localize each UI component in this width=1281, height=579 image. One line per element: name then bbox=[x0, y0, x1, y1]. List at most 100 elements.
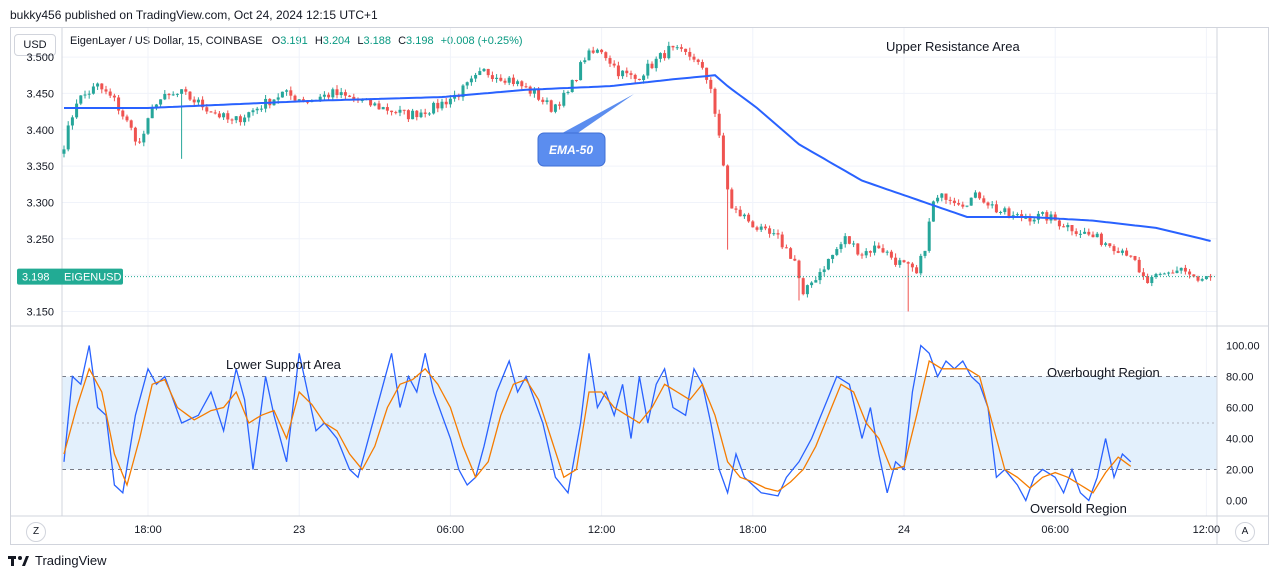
candle bbox=[931, 200, 935, 222]
candle bbox=[1020, 209, 1024, 222]
auto-scale-button[interactable]: A bbox=[1235, 522, 1255, 542]
candle bbox=[688, 47, 692, 61]
overbought-label: Overbought Region bbox=[1047, 365, 1160, 380]
candle-body bbox=[280, 91, 284, 98]
candle bbox=[692, 53, 696, 63]
zoom-button[interactable]: Z bbox=[26, 522, 46, 542]
candle-body bbox=[259, 108, 263, 110]
candle bbox=[180, 89, 184, 159]
currency-button[interactable]: USD bbox=[14, 34, 56, 56]
candle-body bbox=[1041, 212, 1045, 214]
candle-body bbox=[62, 149, 66, 154]
candle bbox=[839, 241, 843, 253]
close-value: 3.198 bbox=[406, 35, 434, 47]
candle-body bbox=[1062, 226, 1066, 228]
candle-body bbox=[142, 133, 146, 143]
candle-body bbox=[881, 248, 885, 253]
price-tick-label: 3.150 bbox=[26, 306, 54, 318]
candle-body bbox=[461, 85, 465, 98]
price-tag-value: 3.198 bbox=[22, 272, 50, 284]
candle bbox=[217, 110, 221, 119]
candle bbox=[196, 97, 200, 105]
time-axis[interactable]: 18:00 23 06:00 12:00 18:00 24 06:00 12:00 bbox=[134, 524, 1220, 536]
candle-body bbox=[104, 89, 108, 92]
candle-body bbox=[1083, 231, 1087, 234]
candle-body bbox=[621, 70, 625, 77]
candle-body bbox=[385, 107, 389, 111]
candle bbox=[406, 109, 410, 122]
candle-body bbox=[986, 202, 990, 206]
candle-body bbox=[1188, 271, 1192, 275]
candle bbox=[1041, 211, 1045, 216]
candle bbox=[906, 261, 910, 312]
candle-body bbox=[1007, 208, 1011, 216]
candle-body bbox=[726, 165, 730, 190]
candle-body bbox=[1099, 233, 1103, 245]
candle-body bbox=[721, 135, 725, 166]
candle-body bbox=[1171, 272, 1175, 274]
candle-body bbox=[1209, 276, 1213, 278]
candle-body bbox=[982, 198, 986, 203]
candle-body bbox=[780, 234, 784, 248]
candle-body bbox=[205, 107, 209, 112]
candle-body bbox=[818, 272, 822, 281]
candle-body bbox=[520, 81, 524, 87]
candle bbox=[915, 264, 919, 274]
candle bbox=[436, 99, 440, 113]
candle bbox=[238, 114, 242, 126]
candle-body bbox=[654, 58, 658, 69]
candle-body bbox=[999, 211, 1003, 213]
candle bbox=[810, 281, 814, 288]
candle-body bbox=[1175, 270, 1179, 274]
candle bbox=[726, 164, 730, 250]
price-tick-label: 3.250 bbox=[26, 234, 54, 246]
candle-body bbox=[175, 93, 179, 95]
candle-body bbox=[75, 103, 79, 118]
candle bbox=[994, 200, 998, 214]
candle-body bbox=[495, 77, 499, 80]
candle-body bbox=[1196, 276, 1200, 281]
candle-body bbox=[1162, 273, 1166, 275]
candle bbox=[255, 106, 259, 115]
candle-body bbox=[637, 78, 641, 80]
candle-body bbox=[545, 100, 549, 102]
candle-body bbox=[146, 118, 150, 134]
candle bbox=[1095, 231, 1099, 238]
candle bbox=[637, 78, 641, 81]
candle bbox=[587, 48, 591, 61]
candle-body bbox=[864, 251, 868, 256]
candle bbox=[604, 51, 608, 61]
candle bbox=[826, 258, 830, 271]
stoch-tick-label: 0.00 bbox=[1226, 496, 1247, 508]
candle-body bbox=[898, 260, 902, 265]
candle bbox=[780, 231, 784, 250]
ema-callout[interactable]: EMA-50 bbox=[537, 94, 634, 167]
candle-body bbox=[1032, 219, 1036, 222]
candle-body bbox=[297, 99, 301, 101]
candle-body bbox=[247, 112, 251, 118]
candle bbox=[881, 244, 885, 254]
low-value: 3.188 bbox=[363, 35, 392, 47]
candle bbox=[469, 75, 473, 86]
candle bbox=[201, 96, 205, 111]
candle-body bbox=[159, 99, 163, 105]
candle-body bbox=[188, 91, 192, 100]
candle-body bbox=[642, 75, 646, 80]
stoch-axis[interactable]: 100.00 80.00 60.00 40.00 20.00 0.00 bbox=[1226, 341, 1260, 508]
candle bbox=[175, 93, 179, 98]
candle-body bbox=[629, 73, 633, 75]
ohlc-legend: EigenLayer / US Dollar, 15, COINBASE O3.… bbox=[70, 35, 523, 47]
candle-body bbox=[96, 83, 100, 87]
candle bbox=[675, 44, 679, 51]
candle bbox=[402, 109, 406, 115]
candle-body bbox=[566, 92, 570, 94]
candle-body bbox=[70, 117, 74, 126]
candle-body bbox=[490, 75, 494, 80]
candle bbox=[784, 244, 788, 249]
candle bbox=[503, 78, 507, 85]
candle-body bbox=[79, 95, 83, 104]
candle bbox=[973, 190, 977, 199]
candle-body bbox=[1167, 272, 1171, 274]
symbol-title[interactable]: EigenLayer / US Dollar, 15, COINBASE bbox=[70, 35, 263, 47]
